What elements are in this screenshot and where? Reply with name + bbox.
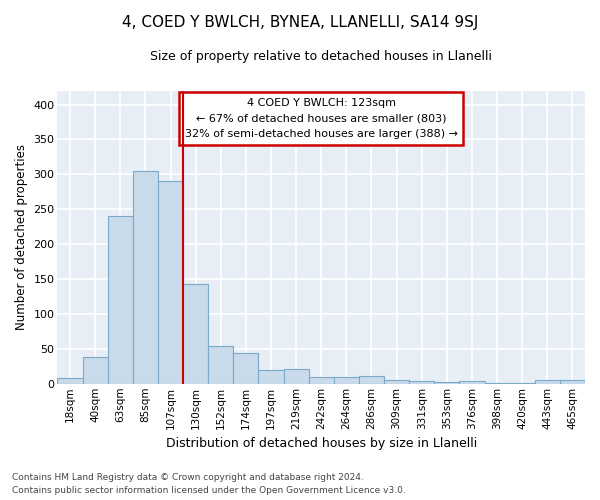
Bar bbox=[535, 380, 560, 384]
Bar bbox=[133, 171, 158, 384]
Title: Size of property relative to detached houses in Llanelli: Size of property relative to detached ho… bbox=[150, 50, 492, 63]
Bar bbox=[108, 216, 133, 384]
Y-axis label: Number of detached properties: Number of detached properties bbox=[15, 144, 28, 330]
Bar bbox=[158, 182, 183, 384]
Bar bbox=[460, 381, 485, 384]
Bar bbox=[334, 378, 359, 384]
Bar bbox=[509, 383, 535, 384]
Bar bbox=[485, 383, 509, 384]
Bar bbox=[308, 378, 334, 384]
Bar bbox=[560, 380, 585, 384]
Bar bbox=[259, 370, 284, 384]
Bar bbox=[83, 357, 108, 384]
Text: 4, COED Y BWLCH, BYNEA, LLANELLI, SA14 9SJ: 4, COED Y BWLCH, BYNEA, LLANELLI, SA14 9… bbox=[122, 15, 478, 30]
Text: Contains HM Land Registry data © Crown copyright and database right 2024.
Contai: Contains HM Land Registry data © Crown c… bbox=[12, 474, 406, 495]
Bar bbox=[359, 376, 384, 384]
Bar bbox=[409, 381, 434, 384]
Text: 4 COED Y BWLCH: 123sqm
← 67% of detached houses are smaller (803)
32% of semi-de: 4 COED Y BWLCH: 123sqm ← 67% of detached… bbox=[185, 98, 458, 139]
Bar bbox=[284, 369, 308, 384]
Bar bbox=[233, 353, 259, 384]
Bar bbox=[58, 378, 83, 384]
Bar bbox=[208, 346, 233, 384]
Bar bbox=[384, 380, 409, 384]
Bar bbox=[183, 284, 208, 384]
X-axis label: Distribution of detached houses by size in Llanelli: Distribution of detached houses by size … bbox=[166, 437, 477, 450]
Bar bbox=[434, 382, 460, 384]
